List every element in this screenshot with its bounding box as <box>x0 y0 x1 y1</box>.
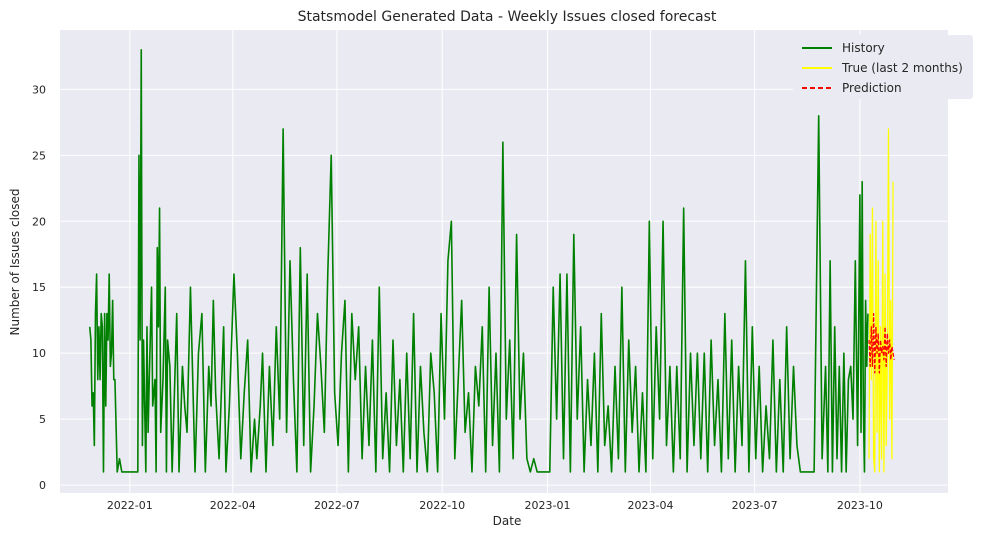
y-tick-label: 10 <box>32 347 46 360</box>
y-tick-label: 0 <box>39 479 46 492</box>
chart-title: Statsmodel Generated Data - Weekly Issue… <box>298 9 717 25</box>
y-tick-label: 5 <box>39 413 46 426</box>
y-tick-label: 30 <box>32 83 46 96</box>
y-tick-label: 25 <box>32 149 46 162</box>
legend: History True (last 2 months) Prediction <box>793 35 973 99</box>
x-tick-label: 2023-04 <box>627 499 673 512</box>
y-tick-label: 15 <box>32 281 46 294</box>
x-tick-label: 2023-10 <box>837 499 883 512</box>
legend-label-prediction: Prediction <box>842 81 902 95</box>
prediction-series-line <box>868 312 895 374</box>
x-tick-label: 2022-07 <box>314 499 360 512</box>
tick-labels: 2022-01 2022-04 2022-07 2022-10 2023-01 2023-… <box>32 83 883 512</box>
y-tick-label: 20 <box>32 215 46 228</box>
x-tick-label: 2022-01 <box>107 499 153 512</box>
grid-lines <box>60 30 948 493</box>
x-tick-label: 2022-04 <box>210 499 256 512</box>
x-axis-title: Date <box>493 514 522 528</box>
y-axis-title: Number of Issues closed <box>8 188 22 335</box>
x-tick-label: 2023-07 <box>732 499 778 512</box>
series-lines <box>88 48 895 473</box>
x-tick-label: 2023-01 <box>525 499 571 512</box>
history-series-line <box>88 48 869 473</box>
legend-box <box>793 35 973 99</box>
x-tick-label: 2022-10 <box>419 499 465 512</box>
legend-label-history: History <box>842 41 885 55</box>
legend-label-true: True (last 2 months) <box>841 61 963 75</box>
